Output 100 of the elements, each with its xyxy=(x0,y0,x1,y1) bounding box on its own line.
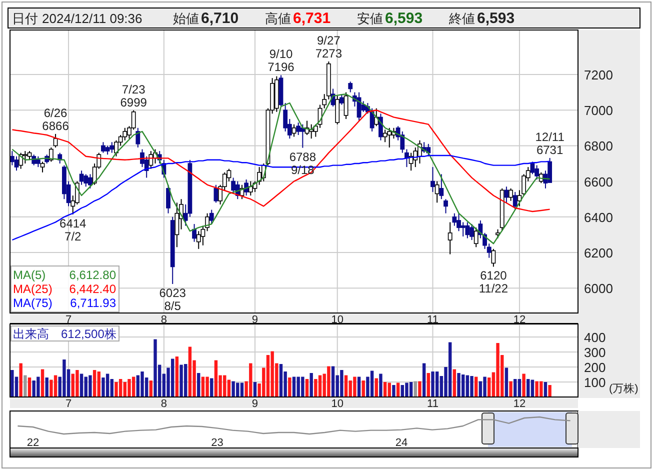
bar xyxy=(514,379,517,397)
y-tick-label: 6600 xyxy=(584,174,613,190)
bar xyxy=(197,373,200,397)
x-tick-label: 11 xyxy=(427,314,438,326)
y-tick-label: 7000 xyxy=(584,103,613,118)
bar xyxy=(106,374,110,397)
bar xyxy=(362,380,365,397)
bar xyxy=(409,382,413,397)
x-tick-label: 9 xyxy=(252,398,258,410)
x-tick-label: 12 xyxy=(513,314,526,326)
bar xyxy=(24,375,27,397)
bar xyxy=(175,356,179,397)
text: 日付 xyxy=(12,11,38,26)
bar xyxy=(50,380,53,397)
y-tick-label: 6200 xyxy=(584,245,613,260)
bar xyxy=(279,364,283,397)
annotation: 6,612.80 xyxy=(69,268,116,282)
y-tick-label: 6000 xyxy=(584,281,613,296)
bar xyxy=(154,339,157,397)
bar xyxy=(357,376,361,397)
text: 終値 xyxy=(448,11,475,26)
x-tick-label: 7 xyxy=(65,314,72,326)
bar xyxy=(210,378,214,397)
bar xyxy=(448,342,452,397)
x-tick-label: 22 xyxy=(26,437,40,449)
bar xyxy=(310,373,313,397)
annotation: 6120 11/22 xyxy=(478,268,508,296)
bar xyxy=(353,376,356,397)
bar xyxy=(54,375,58,397)
bar xyxy=(19,363,22,397)
bar xyxy=(526,379,530,397)
annotation: 12/11 6731 xyxy=(535,130,565,157)
y-axis-title: (万株) xyxy=(609,382,638,395)
bar xyxy=(128,379,131,397)
bar xyxy=(340,370,344,397)
bar xyxy=(188,346,192,397)
bar xyxy=(140,372,144,397)
bar xyxy=(305,379,309,397)
text: 安値 xyxy=(357,11,383,26)
annotation: 6/26 6866 xyxy=(42,106,70,133)
bar xyxy=(452,369,456,397)
bar xyxy=(62,360,66,397)
bar xyxy=(170,358,174,397)
y-tick-label: 200 xyxy=(584,360,606,375)
x-tick-label: 10 xyxy=(331,314,344,326)
annotation: 6,442.40 xyxy=(69,282,116,296)
bar xyxy=(114,382,118,397)
bar xyxy=(518,379,522,397)
bar xyxy=(548,385,552,397)
bar xyxy=(318,375,322,397)
bar xyxy=(28,378,32,397)
bar xyxy=(344,375,348,397)
bar xyxy=(405,382,408,397)
bar xyxy=(522,374,526,397)
bar xyxy=(331,366,335,397)
annotation: 7/23 6999 xyxy=(120,82,148,110)
bar xyxy=(88,375,92,397)
text: 6,593 xyxy=(477,10,515,27)
x-tick-label: 8 xyxy=(160,314,167,326)
text: 高値 xyxy=(265,11,291,26)
bar xyxy=(474,376,478,397)
bar xyxy=(383,382,387,397)
bar xyxy=(80,374,84,397)
annotation: 6,711.93 xyxy=(70,296,116,310)
text: MA(5) xyxy=(13,268,46,282)
bar xyxy=(535,381,538,397)
x-tick-label: 24 xyxy=(395,437,408,449)
y-tick-label: 7200 xyxy=(584,67,613,82)
x-tick-label: 7 xyxy=(65,398,72,410)
bar xyxy=(76,370,79,397)
bar xyxy=(40,369,44,397)
bar xyxy=(466,375,470,397)
bar xyxy=(232,381,235,397)
bar xyxy=(457,373,460,397)
x-tick-label: 9 xyxy=(252,314,258,326)
text: MA(25) xyxy=(13,282,52,296)
bar xyxy=(136,375,140,397)
x-tick-label: 12 xyxy=(513,398,526,410)
bar xyxy=(45,378,48,397)
x-tick-label: 10 xyxy=(331,398,344,410)
bar xyxy=(253,382,257,397)
bar xyxy=(426,373,430,397)
bar xyxy=(118,379,122,397)
bar xyxy=(544,382,548,397)
annotation: 6023 8/5 xyxy=(159,286,186,313)
bar xyxy=(509,381,512,397)
bar xyxy=(92,370,96,397)
bar xyxy=(288,378,292,397)
bar xyxy=(470,376,474,397)
text: 6,710 xyxy=(201,10,239,27)
y-tick-label: 100 xyxy=(584,375,606,390)
bar xyxy=(180,364,183,397)
bar xyxy=(431,372,434,397)
bar xyxy=(149,380,153,397)
bar xyxy=(227,380,231,397)
text: MA(75) xyxy=(13,296,52,310)
bar xyxy=(504,368,508,397)
bar xyxy=(314,379,318,397)
bar xyxy=(496,343,500,397)
annotation: 9/10 7196 xyxy=(268,47,295,74)
